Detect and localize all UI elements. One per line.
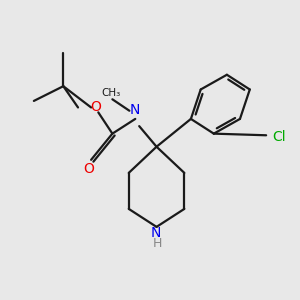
Text: O: O (91, 100, 101, 115)
Text: Cl: Cl (273, 130, 286, 144)
Text: O: O (83, 162, 94, 176)
Text: N: N (151, 226, 161, 240)
Text: H: H (152, 237, 162, 250)
Text: CH₃: CH₃ (101, 88, 120, 98)
Text: N: N (130, 103, 140, 117)
